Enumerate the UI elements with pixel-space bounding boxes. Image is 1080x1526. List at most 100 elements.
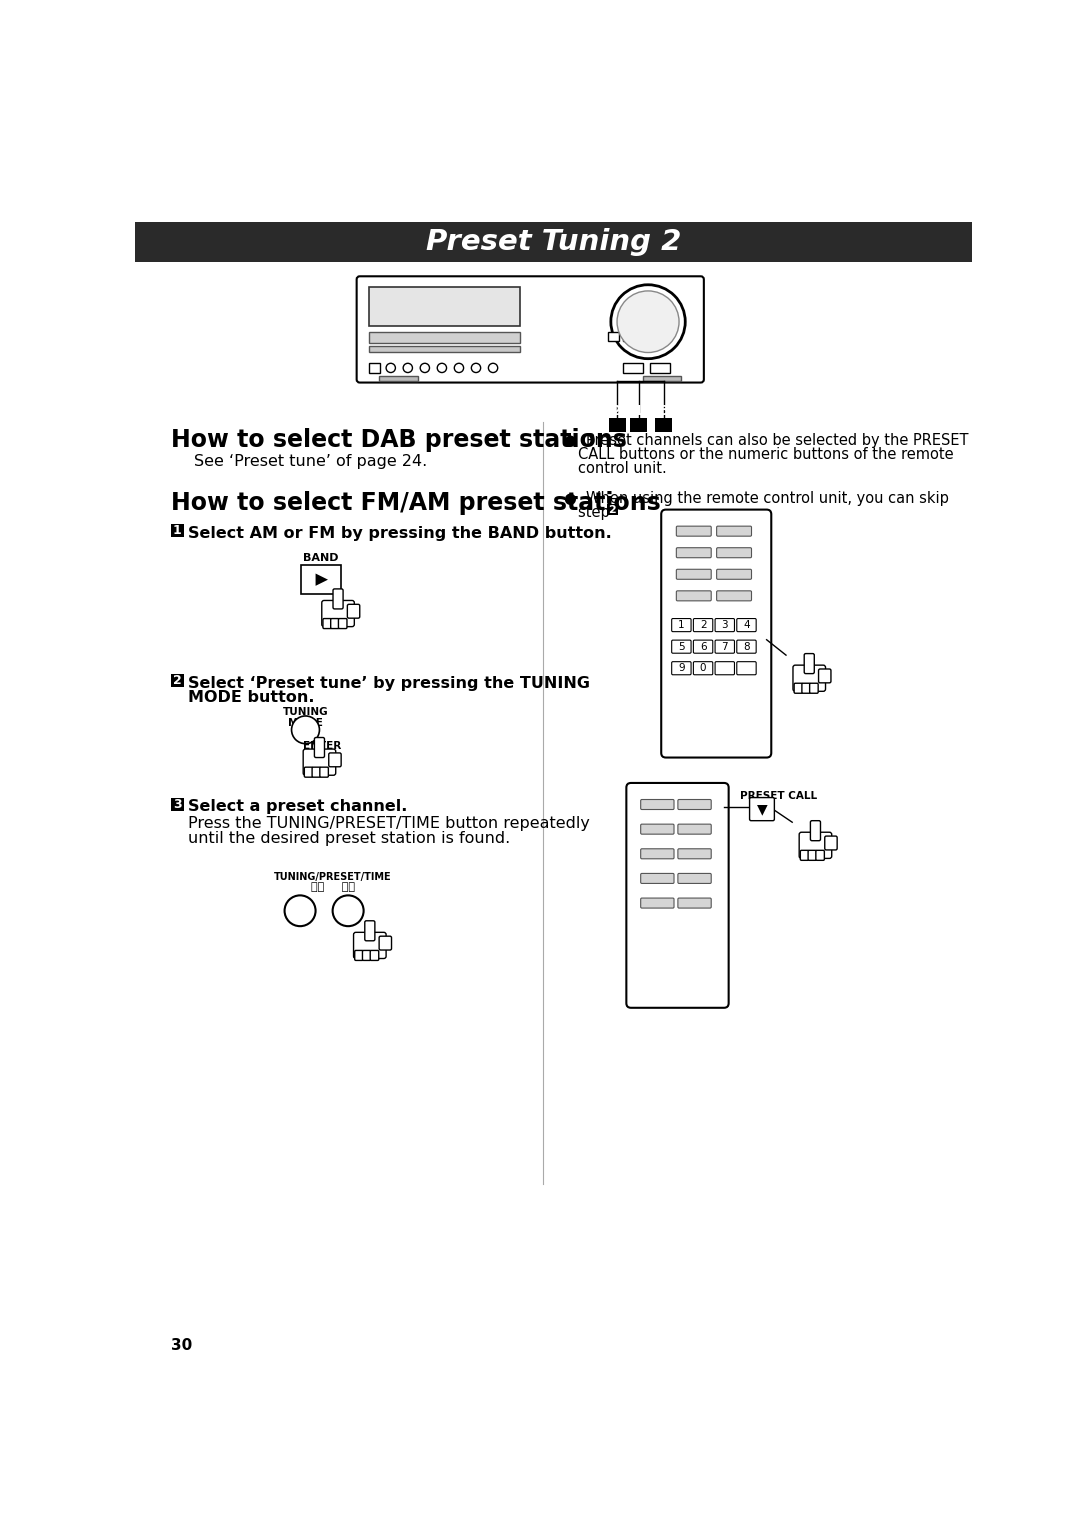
Text: BAND: BAND (303, 552, 339, 563)
FancyBboxPatch shape (810, 684, 819, 693)
Text: Press the TUNING/PRESET/TIME button repeatedly: Press the TUNING/PRESET/TIME button repe… (188, 816, 590, 832)
FancyBboxPatch shape (678, 800, 712, 809)
Bar (607, 504, 618, 514)
FancyBboxPatch shape (640, 899, 674, 908)
FancyBboxPatch shape (825, 836, 837, 850)
Text: 1: 1 (634, 404, 644, 418)
Bar (171, 674, 184, 688)
FancyBboxPatch shape (808, 850, 816, 861)
Text: 5: 5 (678, 641, 685, 652)
Text: Preset Tuning 2: Preset Tuning 2 (426, 227, 681, 256)
FancyBboxPatch shape (672, 639, 691, 653)
Circle shape (387, 363, 395, 372)
FancyBboxPatch shape (301, 565, 341, 594)
Bar (631, 418, 647, 432)
FancyBboxPatch shape (676, 548, 712, 557)
Bar (656, 418, 672, 432)
FancyBboxPatch shape (661, 510, 771, 757)
Bar (643, 377, 681, 382)
Text: Select ‘Preset tune’ by pressing the TUNING: Select ‘Preset tune’ by pressing the TUN… (188, 676, 590, 691)
FancyBboxPatch shape (353, 932, 387, 958)
Text: How to select FM/AM preset stations: How to select FM/AM preset stations (171, 491, 660, 516)
FancyBboxPatch shape (640, 824, 674, 835)
Circle shape (333, 896, 364, 926)
Text: 1: 1 (678, 620, 685, 630)
Text: 3: 3 (659, 404, 669, 418)
Text: 30: 30 (171, 1338, 192, 1354)
Text: Select a preset channel.: Select a preset channel. (188, 800, 407, 813)
FancyBboxPatch shape (715, 618, 734, 632)
FancyBboxPatch shape (793, 665, 825, 691)
FancyBboxPatch shape (338, 618, 347, 629)
Circle shape (471, 363, 481, 372)
FancyBboxPatch shape (819, 668, 831, 682)
Bar (369, 331, 521, 342)
FancyBboxPatch shape (678, 899, 712, 908)
Text: ▼: ▼ (757, 803, 767, 816)
FancyBboxPatch shape (379, 935, 392, 951)
Circle shape (611, 285, 685, 359)
Text: 3: 3 (173, 798, 181, 810)
FancyBboxPatch shape (750, 798, 774, 821)
Text: 2: 2 (612, 404, 622, 418)
FancyBboxPatch shape (354, 951, 363, 960)
FancyBboxPatch shape (305, 768, 313, 777)
Text: until the desired preset station is found.: until the desired preset station is foun… (188, 832, 510, 847)
Polygon shape (315, 574, 328, 586)
Text: 9: 9 (678, 664, 685, 673)
Bar (369, 345, 521, 353)
Text: ⏮⏪     ⏩⏭: ⏮⏪ ⏩⏭ (311, 882, 354, 893)
Text: 7: 7 (721, 641, 728, 652)
FancyBboxPatch shape (640, 800, 674, 809)
Text: TUNING
MODE: TUNING MODE (283, 707, 328, 728)
FancyBboxPatch shape (672, 618, 691, 632)
FancyBboxPatch shape (672, 662, 691, 674)
FancyBboxPatch shape (626, 783, 729, 1007)
Text: ENTER: ENTER (303, 740, 341, 751)
FancyBboxPatch shape (693, 618, 713, 632)
Text: step: step (578, 505, 615, 520)
Bar (608, 331, 619, 340)
FancyBboxPatch shape (330, 618, 339, 629)
FancyBboxPatch shape (323, 618, 332, 629)
FancyBboxPatch shape (805, 653, 814, 673)
Bar (171, 525, 184, 537)
FancyBboxPatch shape (676, 569, 712, 580)
FancyBboxPatch shape (314, 737, 324, 757)
FancyBboxPatch shape (737, 639, 756, 653)
Text: CALL buttons or the numeric buttons of the remote: CALL buttons or the numeric buttons of t… (578, 447, 954, 462)
FancyBboxPatch shape (676, 526, 712, 536)
Text: 6: 6 (700, 641, 706, 652)
FancyBboxPatch shape (800, 850, 809, 861)
FancyBboxPatch shape (365, 920, 375, 942)
FancyBboxPatch shape (370, 951, 379, 960)
FancyBboxPatch shape (799, 832, 832, 859)
FancyBboxPatch shape (737, 618, 756, 632)
Circle shape (292, 716, 320, 743)
FancyBboxPatch shape (693, 639, 713, 653)
FancyBboxPatch shape (322, 600, 354, 627)
Circle shape (437, 363, 446, 372)
Text: 0: 0 (700, 664, 706, 673)
Text: 8: 8 (743, 641, 750, 652)
FancyBboxPatch shape (693, 662, 713, 674)
FancyBboxPatch shape (328, 752, 341, 766)
FancyBboxPatch shape (717, 526, 752, 536)
FancyBboxPatch shape (717, 569, 752, 580)
FancyBboxPatch shape (715, 662, 734, 674)
FancyBboxPatch shape (717, 548, 752, 557)
Text: MODE button.: MODE button. (188, 690, 314, 705)
FancyBboxPatch shape (333, 589, 343, 609)
Text: PRESET CALL: PRESET CALL (740, 792, 816, 801)
FancyBboxPatch shape (815, 850, 824, 861)
Circle shape (455, 363, 463, 372)
FancyBboxPatch shape (676, 591, 712, 601)
FancyBboxPatch shape (715, 639, 734, 653)
Bar (171, 798, 184, 810)
Bar (135, 221, 972, 261)
FancyBboxPatch shape (356, 276, 704, 383)
Circle shape (420, 363, 430, 372)
Bar (649, 363, 670, 374)
Text: 2: 2 (700, 620, 706, 630)
FancyBboxPatch shape (640, 873, 674, 884)
